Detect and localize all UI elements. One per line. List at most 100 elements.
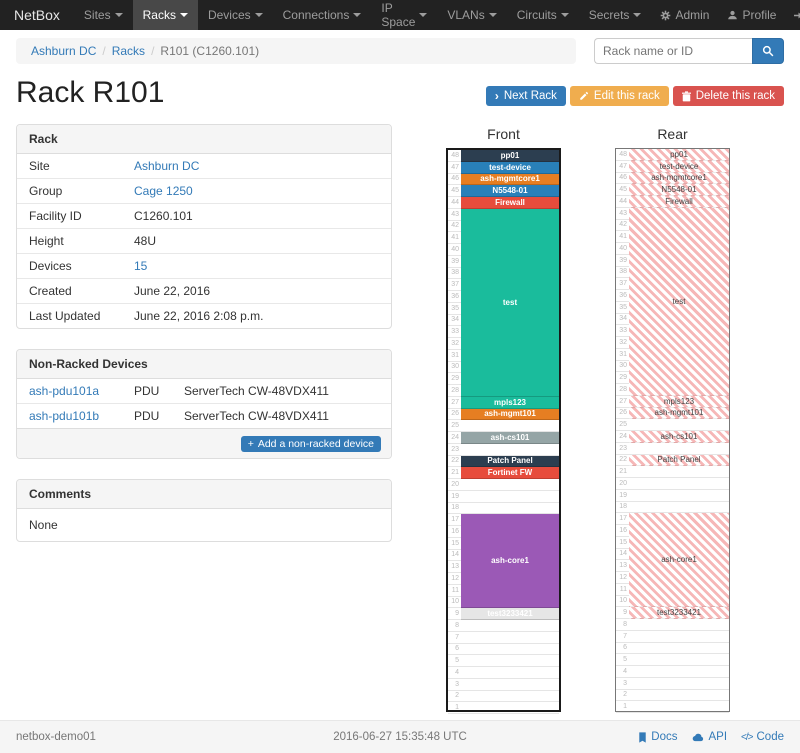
unit-number: 24 bbox=[619, 432, 627, 440]
unit-number: 30 bbox=[451, 363, 459, 371]
rack-device-n5548-01[interactable]: N5548-01 bbox=[461, 185, 559, 197]
unit-number: 11 bbox=[619, 585, 627, 593]
breadcrumb-item: R101 (C1260.101) bbox=[160, 44, 260, 58]
logout-link[interactable]: Log out bbox=[785, 0, 800, 30]
rack-device-ash-cs101[interactable]: ash-cs101 bbox=[629, 431, 729, 443]
device-name-link[interactable]: ash-pdu101b bbox=[29, 409, 100, 423]
unit-number: 38 bbox=[451, 269, 459, 277]
unit-number: 23 bbox=[619, 444, 627, 452]
profile-label: Profile bbox=[742, 8, 777, 22]
rack-unit-2: 2 bbox=[616, 690, 729, 702]
breadcrumb-separator: / bbox=[102, 44, 106, 58]
comments-body: None bbox=[29, 518, 58, 532]
unit-number: 38 bbox=[619, 268, 627, 276]
attr-value-link[interactable]: 15 bbox=[134, 259, 148, 273]
front-elevation-title: Front bbox=[487, 126, 520, 142]
rack-unit-21: 21 bbox=[616, 466, 729, 478]
attr-label: Devices bbox=[17, 253, 122, 279]
rack-device-ash-mgmtcore1[interactable]: ash-mgmtcore1 bbox=[461, 173, 559, 186]
unit-number: 29 bbox=[451, 375, 459, 383]
next-rack-button[interactable]: › Next Rack bbox=[485, 86, 566, 106]
rack-front: 48 47 46 45 44 43 42 41 40 39 38 37 36 35 34 33 32 31 30 29… bbox=[446, 148, 561, 714]
rack-unit-1: 1 bbox=[448, 702, 559, 714]
delete-rack-button[interactable]: Delete this rack bbox=[672, 86, 784, 106]
nav-item-vlans[interactable]: VLANs bbox=[437, 0, 506, 30]
rack-device-test[interactable]: test bbox=[629, 207, 729, 396]
attr-value: Cage 1250 bbox=[122, 178, 391, 204]
unit-number: 41 bbox=[451, 234, 459, 242]
code-link[interactable]: </> Code bbox=[741, 731, 784, 743]
rack-device-pp01[interactable]: pp01 bbox=[629, 149, 729, 161]
breadcrumb-item[interactable]: Ashburn DC bbox=[31, 44, 97, 58]
profile-link[interactable]: Profile bbox=[718, 0, 785, 30]
admin-link[interactable]: Admin bbox=[651, 0, 718, 30]
rack-device-pp01[interactable]: pp01 bbox=[461, 150, 559, 162]
chevron-down-icon bbox=[353, 13, 362, 17]
unit-number: 37 bbox=[619, 280, 627, 288]
nav-item-ip-space[interactable]: IP Space bbox=[371, 0, 437, 30]
rack-device-patch-panel[interactable]: Patch Panel bbox=[629, 454, 729, 467]
search-button[interactable] bbox=[752, 38, 784, 64]
device-name-link[interactable]: ash-pdu101a bbox=[29, 384, 100, 398]
unit-number: 6 bbox=[455, 645, 459, 653]
rack-device-mpls123[interactable]: mpls123 bbox=[629, 395, 729, 408]
unit-number: 1 bbox=[623, 703, 627, 711]
unit-number: 45 bbox=[619, 186, 627, 194]
search-icon bbox=[762, 45, 774, 57]
unit-number: 41 bbox=[619, 233, 627, 241]
unit-number: 5 bbox=[455, 657, 459, 665]
add-nonracked-device-button[interactable]: + Add a non-racked device bbox=[240, 436, 381, 452]
rack-device-fortinet-fw[interactable]: Fortinet FW bbox=[461, 467, 559, 479]
attr-value: June 22, 2016 bbox=[122, 278, 391, 304]
rack-device-test3233421[interactable]: test3233421 bbox=[629, 607, 729, 619]
hostname: netbox-demo01 bbox=[16, 731, 96, 743]
unit-number: 2 bbox=[623, 691, 627, 699]
rack-device-ash-mgmt101[interactable]: ash-mgmt101 bbox=[461, 408, 559, 421]
rack-device-ash-core1[interactable]: ash-core1 bbox=[629, 513, 729, 608]
netbox-brand[interactable]: NetBox bbox=[14, 7, 60, 23]
rack-device-ash-cs101[interactable]: ash-cs101 bbox=[461, 432, 559, 444]
nav-item-sites[interactable]: Sites bbox=[74, 0, 133, 30]
rack-device-ash-mgmtcore1[interactable]: ash-mgmtcore1 bbox=[629, 172, 729, 185]
unit-number: 39 bbox=[451, 257, 459, 265]
nav-item-racks[interactable]: Racks bbox=[132, 0, 198, 30]
nav-item-connections[interactable]: Connections bbox=[273, 0, 372, 30]
rack-unit-7: 7 bbox=[448, 632, 559, 644]
rack-device-ash-mgmt101[interactable]: ash-mgmt101 bbox=[629, 407, 729, 420]
rack-device-n5548-01[interactable]: N5548-01 bbox=[629, 184, 729, 196]
rack-device-ash-core1[interactable]: ash-core1 bbox=[461, 514, 559, 609]
unit-number: 16 bbox=[619, 526, 627, 534]
attr-value: C1260.101 bbox=[122, 203, 391, 229]
attr-value-link[interactable]: Cage 1250 bbox=[134, 184, 193, 198]
unit-number: 46 bbox=[619, 174, 627, 182]
nav-item-circuits[interactable]: Circuits bbox=[507, 0, 579, 30]
unit-number: 48 bbox=[451, 151, 459, 159]
rack-attr-row: Facility ID C1260.101 bbox=[17, 203, 391, 229]
rack-device-firewall[interactable]: Firewall bbox=[461, 197, 559, 209]
rack-device-firewall[interactable]: Firewall bbox=[629, 196, 729, 208]
attr-label: Facility ID bbox=[17, 203, 122, 229]
unit-number: 11 bbox=[451, 586, 459, 594]
edit-rack-button[interactable]: Edit this rack bbox=[569, 86, 669, 106]
attr-value-link[interactable]: Ashburn DC bbox=[134, 159, 200, 173]
rack-device-test3233421[interactable]: test3233421 bbox=[461, 608, 559, 620]
rack-device-test-device[interactable]: test-device bbox=[461, 161, 559, 174]
breadcrumb-item[interactable]: Racks bbox=[111, 44, 146, 58]
rack-unit-4: 4 bbox=[616, 666, 729, 678]
rack-unit-20: 20 bbox=[448, 479, 559, 491]
rack-unit-6: 6 bbox=[448, 644, 559, 656]
unit-number: 40 bbox=[619, 244, 627, 252]
rack-device-mpls123[interactable]: mpls123 bbox=[461, 396, 559, 409]
rack-attr-row: Created June 22, 2016 bbox=[17, 278, 391, 304]
nav-item-devices[interactable]: Devices bbox=[198, 0, 273, 30]
nav-item-secrets[interactable]: Secrets bbox=[579, 0, 652, 30]
unit-number: 33 bbox=[619, 327, 627, 335]
rack-device-test[interactable]: test bbox=[461, 208, 559, 397]
comments-panel: Comments None bbox=[16, 479, 392, 542]
search-input[interactable] bbox=[594, 38, 752, 64]
rack-device-patch-panel[interactable]: Patch Panel bbox=[461, 455, 559, 468]
rack-device-test-device[interactable]: test-device bbox=[629, 160, 729, 173]
rack-unit-5: 5 bbox=[448, 655, 559, 667]
api-link[interactable]: API bbox=[691, 731, 727, 743]
docs-link[interactable]: Docs bbox=[638, 731, 677, 743]
